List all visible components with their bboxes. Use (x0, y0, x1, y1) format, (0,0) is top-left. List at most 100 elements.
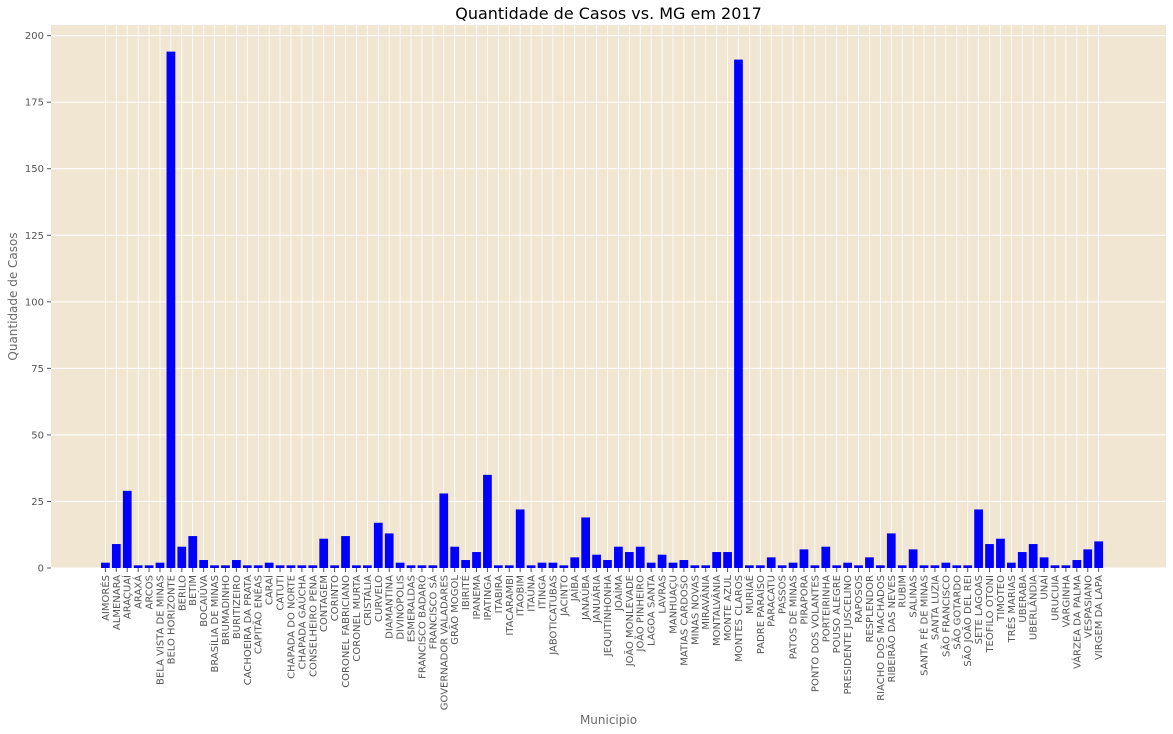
bar (286, 565, 296, 568)
bar (221, 565, 230, 568)
bar (788, 562, 798, 568)
bar (537, 562, 547, 568)
bar (701, 565, 711, 568)
x-tick-label: ITABIRA (494, 575, 505, 613)
x-tick-label: BRUMADINHO (221, 575, 232, 645)
bar (1061, 565, 1071, 568)
bar (526, 565, 536, 568)
x-tick-label: IBIRITÉ (459, 575, 472, 610)
x-tick-label: JOAÍMA (612, 575, 625, 612)
x-tick-label: RIACHO DOS MACHADOS (876, 575, 887, 701)
x-tick-label: RAPOSOS (854, 575, 865, 623)
x-tick-label: JABOTICATUBAS (548, 575, 559, 656)
x-tick-label: BELO HORIZONTE (166, 575, 177, 664)
bar (1050, 565, 1060, 568)
bar (635, 546, 645, 568)
bar (439, 493, 449, 568)
x-tick-label: BELA VISTA DE MINAS (155, 575, 166, 685)
x-tick-label: JEQUITINHONHA (603, 575, 614, 657)
bar (559, 565, 569, 568)
x-tick-label: SETE LAGOAS (974, 575, 985, 644)
bar (144, 565, 154, 568)
x-tick-label: ESMERALDAS (407, 575, 418, 642)
x-tick-label: PONTO DOS VOLANTES (810, 575, 821, 692)
x-tick-label: ITAOBIM (516, 575, 527, 616)
bar (275, 565, 285, 568)
x-tick-label: ALMENARA (112, 575, 123, 630)
bar (821, 546, 831, 568)
x-tick-label: ARAÇUAÍ (121, 575, 134, 619)
bar (777, 565, 787, 568)
x-tick-label: TEÓFILO OTONI (983, 575, 996, 654)
bar (919, 565, 929, 568)
bar (1017, 552, 1027, 568)
x-tick-label: AIMORÉS (99, 575, 112, 621)
y-tick-label: 25 (31, 497, 44, 508)
bar (101, 562, 110, 568)
x-tick-label: FRANCISCO BADARÓ (415, 575, 428, 679)
bar (319, 538, 329, 568)
x-tick-label: BERILO (177, 575, 188, 611)
x-tick-label: MANHUAÇU (668, 575, 679, 634)
bar (1083, 549, 1093, 568)
x-tick-label: JANUÁRIA (590, 575, 603, 624)
x-tick-label: CONTAGEM (319, 575, 330, 632)
y-tick-label: 100 (25, 297, 44, 308)
bar (352, 565, 361, 568)
x-tick-label: LAGOA SANTA (647, 575, 658, 646)
bar (232, 560, 241, 568)
x-tick-label: GRÃO MOGOL (448, 575, 461, 645)
bar (166, 51, 176, 568)
bar (952, 565, 962, 568)
bar (133, 565, 143, 568)
bar (854, 565, 863, 568)
bar (330, 565, 339, 568)
y-axis-label: Quantidade de Casos (6, 232, 20, 360)
bar (624, 552, 634, 568)
x-tick-label: SÃO GOTARDO (950, 575, 963, 650)
bar (341, 536, 350, 568)
y-tick-label: 50 (31, 430, 44, 441)
bar (679, 560, 689, 568)
bar (264, 562, 274, 568)
x-tick-label: MONTE AZUL (723, 575, 734, 642)
y-tick-label: 150 (25, 164, 44, 175)
bar (996, 538, 1005, 568)
bar (1006, 562, 1016, 568)
x-tick-label: JOÃO MONLEVADE (623, 575, 636, 667)
x-tick-label: CONSELHEIRO PENA (308, 575, 319, 677)
x-tick-label: CRISTÁLIA (361, 575, 374, 626)
bar (941, 562, 951, 568)
bar (515, 509, 525, 568)
x-tick-label: SALINAS (909, 575, 920, 618)
x-tick-label: BOCAIÚVA (197, 575, 210, 627)
y-axis-ticks: 0 25 50 75 100 125 150 175 200 (25, 31, 51, 575)
bar (493, 565, 503, 568)
y-tick-label: 0 (38, 564, 44, 575)
x-tick-label: FRANCISCO SÁ (426, 575, 439, 649)
x-tick-label: MONTALVÂNIA (710, 575, 723, 646)
x-tick-label: VÁRZEA DA PALMA (1070, 575, 1083, 669)
bar (755, 565, 765, 568)
bar (766, 557, 776, 568)
bar (646, 562, 656, 568)
bar (504, 565, 514, 568)
bar (832, 565, 842, 568)
x-tick-label: MINAS NOVAS (690, 575, 701, 645)
x-tick-label: DIAMANTINA (385, 575, 396, 639)
bar (199, 560, 209, 568)
x-tick-label: JACINTO (559, 575, 570, 617)
bar (865, 557, 874, 568)
bar (1094, 541, 1104, 568)
bar (188, 536, 198, 568)
bar (1039, 557, 1049, 568)
bar (406, 565, 416, 568)
x-tick-label: BURITIZEIRO (232, 575, 243, 639)
bar (570, 557, 580, 568)
bar (362, 565, 372, 568)
bar (843, 562, 852, 568)
bar (395, 562, 405, 568)
x-tick-label: CORONEL FABRICIANO (341, 575, 352, 688)
x-tick-label: POUSO ALEGRE (832, 575, 843, 653)
x-tick-label: BETIM (188, 575, 199, 606)
